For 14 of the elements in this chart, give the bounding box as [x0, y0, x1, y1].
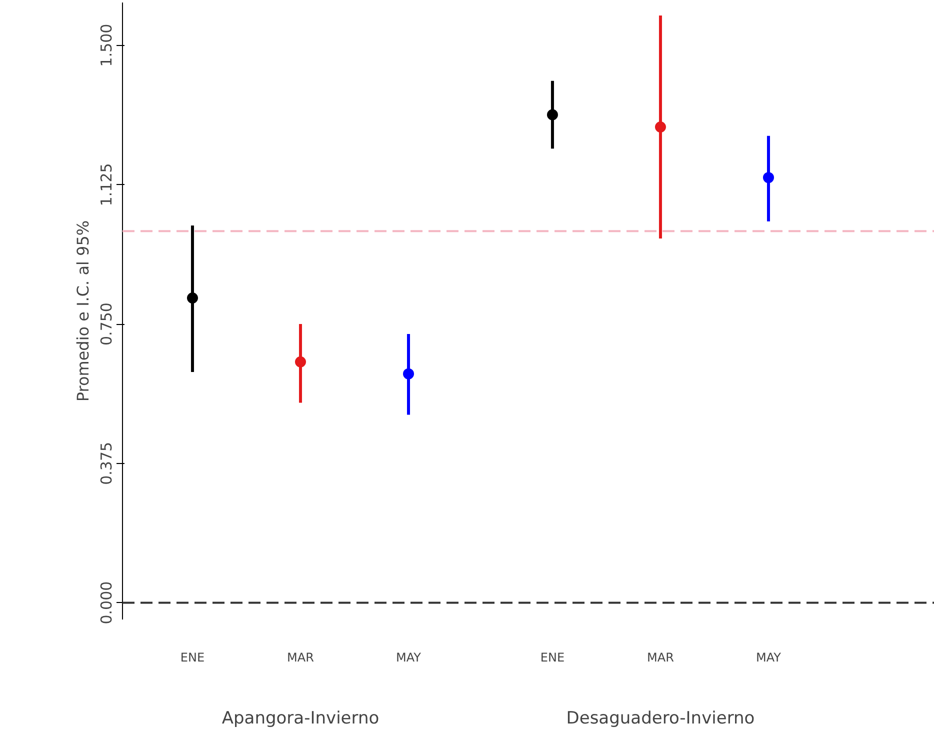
- x-tick-label: ENE: [180, 650, 205, 664]
- x-tick-label: ENE: [540, 650, 565, 664]
- y-tick-label: 1.500: [98, 24, 116, 67]
- y-tick-label: 0.750: [98, 302, 116, 346]
- y-tick-label: 1.125: [98, 163, 116, 206]
- y-axis-title: Promedio e I.C. al 95%: [74, 220, 92, 402]
- y-tick-label: 0.375: [98, 442, 116, 485]
- x-tick-label: MAR: [287, 650, 314, 664]
- x-tick-label: MAY: [396, 650, 422, 664]
- y-tick-label: 0.000: [98, 581, 116, 624]
- x-tick-label: MAR: [647, 650, 674, 664]
- x-tick-label: MAY: [756, 650, 782, 664]
- text: Desaguadero-Invierno: [566, 708, 755, 728]
- text: Apangora-Invierno: [222, 708, 380, 728]
